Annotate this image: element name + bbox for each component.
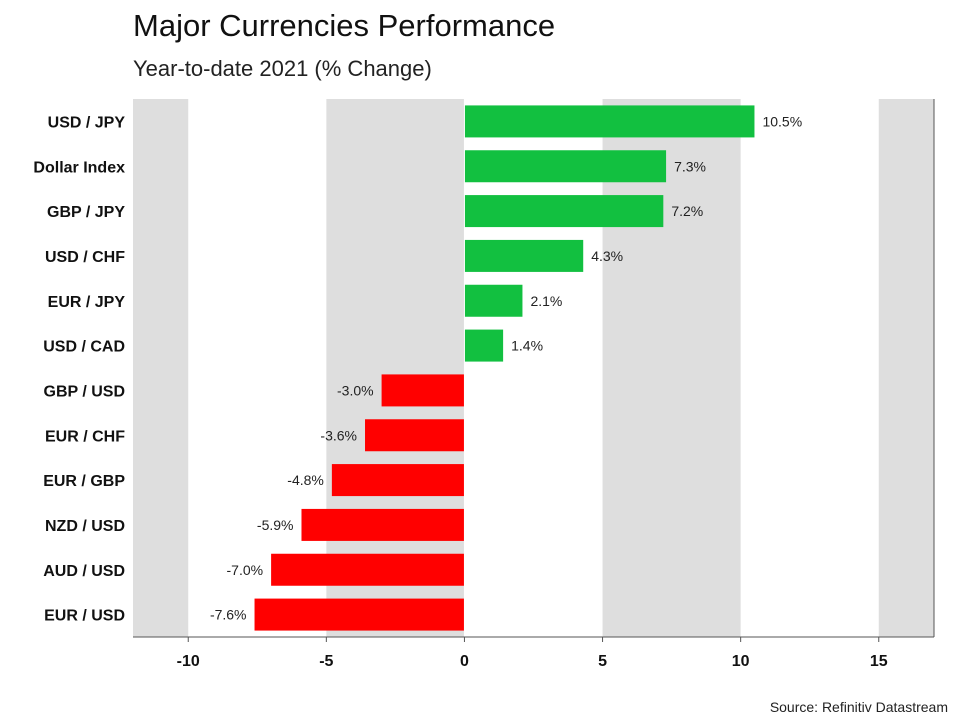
data-label: 4.3%: [591, 248, 623, 264]
data-label: 7.3%: [674, 158, 706, 174]
bar: [464, 195, 664, 228]
bar: [365, 419, 465, 452]
bar: [464, 239, 584, 272]
bar: [331, 464, 465, 497]
category-label: USD / CAD: [43, 339, 125, 356]
bar: [464, 329, 504, 362]
data-labels: 10.5% 7.3% 7.2% 4.3% 2.1% 1.4% -3.0% -3.6% -4.8%…: [210, 113, 802, 622]
grid-bands: [133, 99, 934, 637]
category-label: GBP / JPY: [47, 204, 125, 221]
category-label: EUR / JPY: [48, 294, 126, 311]
category-label: NZD / USD: [45, 518, 125, 535]
bar: [381, 374, 465, 407]
data-label: 2.1%: [530, 293, 562, 309]
grid-band: [878, 99, 934, 637]
category-label: AUD / USD: [43, 563, 125, 580]
data-label: -5.9%: [257, 517, 294, 533]
x-tick-label: 10: [732, 653, 750, 670]
data-label: -7.6%: [210, 607, 247, 623]
bar: [271, 553, 465, 586]
bar: [464, 150, 667, 183]
data-label: 1.4%: [511, 338, 543, 354]
x-tick-label: -10: [177, 653, 200, 670]
chart-subtitle: Year-to-date 2021 (% Change): [133, 56, 432, 81]
source-note: Source: Refinitiv Datastream: [769, 699, 948, 715]
x-axis: -10 -5 0 5 10 15: [133, 99, 935, 670]
category-label: EUR / CHF: [45, 428, 125, 445]
grid-band: [326, 99, 465, 637]
data-label: 10.5%: [762, 113, 802, 129]
bar: [464, 105, 755, 138]
x-tick-label: -5: [319, 653, 333, 670]
bar: [301, 508, 465, 541]
bars: [254, 105, 755, 631]
category-label: GBP / USD: [44, 383, 126, 400]
x-tick-label: 5: [598, 653, 607, 670]
data-label: -3.0%: [337, 382, 374, 398]
grid-band: [602, 99, 741, 637]
chart-title: Major Currencies Performance: [133, 8, 556, 43]
category-label: Dollar Index: [33, 159, 125, 176]
category-label: EUR / GBP: [43, 473, 125, 490]
data-label: -4.8%: [287, 472, 324, 488]
data-label: -7.0%: [227, 562, 264, 578]
category-label: USD / CHF: [45, 249, 125, 266]
bar: [254, 598, 465, 631]
grid-band: [133, 99, 189, 637]
category-labels: USD / JPY Dollar Index GBP / JPY USD / CHF E…: [33, 114, 125, 624]
category-label: USD / JPY: [48, 114, 126, 131]
category-label: EUR / USD: [44, 608, 125, 625]
bar: [464, 284, 523, 317]
data-label: 7.2%: [671, 203, 703, 219]
x-tick-label: 0: [460, 653, 469, 670]
x-tick-label: 15: [870, 653, 888, 670]
data-label: -3.6%: [320, 427, 357, 443]
